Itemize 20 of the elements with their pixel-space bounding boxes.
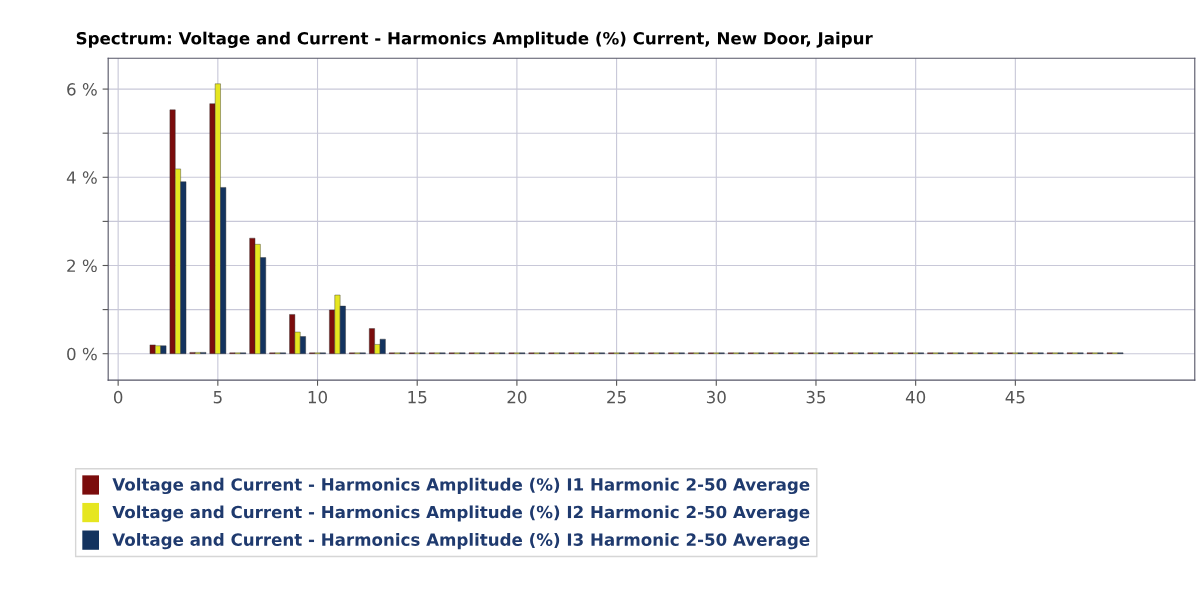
chart-title: Spectrum: Voltage and Current - Harmonics Amplitude (%) Current, New Door, Jaipur xyxy=(76,31,873,48)
x-tick-label: 10 xyxy=(308,390,328,404)
bar xyxy=(369,328,375,354)
x-tick-label: 35 xyxy=(806,390,826,404)
legend-label: Voltage and Current - Harmonics Amplitude (%) I2 Harmonic 2-50 Average xyxy=(112,505,810,522)
y-tick-label: 6 % xyxy=(67,83,97,96)
x-tick-label: 0 xyxy=(113,390,123,404)
x-tick-label: 5 xyxy=(213,391,222,404)
x-tick-label: 40 xyxy=(905,390,926,404)
x-tick-label: 20 xyxy=(507,390,527,404)
y-tick-label: 2 % xyxy=(67,259,97,273)
y-tick-label: 4 % xyxy=(66,171,97,184)
bar xyxy=(149,344,156,354)
x-tick-label: 15 xyxy=(408,391,427,404)
legend-label: Voltage and Current - Harmonics Amplitude (%) I1 Harmonic 2-50 Average xyxy=(112,477,810,495)
x-tick-label: 45 xyxy=(1005,391,1025,404)
x-tick-label: 30 xyxy=(706,390,726,404)
y-tick-label: 0 % xyxy=(67,347,97,361)
x-tick-label: 25 xyxy=(607,390,626,404)
legend-label: Voltage and Current - Harmonics Amplitude (%) I3 Harmonic 2-50 Average xyxy=(112,533,810,550)
